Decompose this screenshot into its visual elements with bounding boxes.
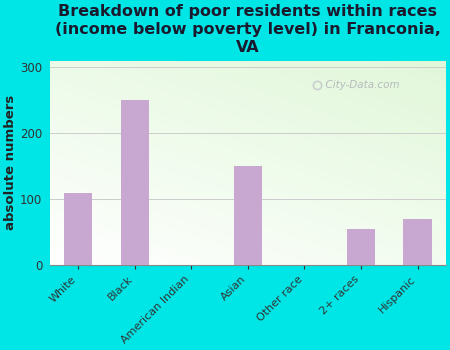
Bar (64, 193, 92, 265)
Text: City-Data.com: City-Data.com (319, 80, 400, 90)
Bar (234, 166, 262, 265)
Title: Breakdown of poor residents within races
(income below poverty level) in Francon: Breakdown of poor residents within races… (55, 4, 441, 55)
Bar (121, 100, 149, 265)
Bar (403, 219, 432, 265)
Y-axis label: absolute numbers: absolute numbers (4, 95, 17, 230)
Bar (347, 229, 375, 265)
